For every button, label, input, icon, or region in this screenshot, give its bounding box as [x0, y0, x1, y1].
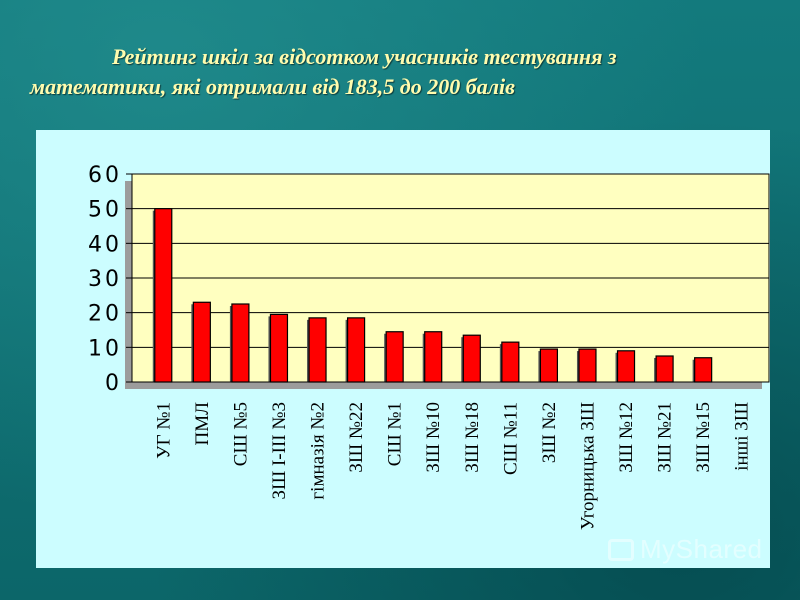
- bar: [154, 208, 173, 383]
- x-tick-label: ЗШ №21: [655, 402, 676, 473]
- bar: [385, 331, 404, 383]
- x-tick-label: ЗШ №10: [423, 402, 444, 473]
- x-tick-label: СШ №1: [385, 402, 406, 466]
- x-tick-label: інші ЗШ: [732, 402, 753, 471]
- y-tick-label: 60: [88, 163, 122, 188]
- bar: [578, 348, 597, 383]
- y-tick-label: 30: [88, 267, 122, 292]
- x-tick-label: ЗШ №18: [462, 402, 483, 473]
- x-tick-label: ЗШ №22: [346, 402, 367, 473]
- x-tick-label: Угорницька ЗШ: [577, 402, 598, 530]
- x-tick-label: СШ №5: [230, 402, 251, 466]
- bar: [655, 355, 674, 383]
- bar: [308, 317, 327, 383]
- bar: [501, 341, 520, 383]
- presentation-icon: [608, 539, 634, 561]
- x-tick-label: ЗШ №2: [539, 402, 560, 463]
- y-tick-label: 10: [88, 336, 122, 361]
- bar: [694, 357, 713, 383]
- x-tick-label: ЗШ №12: [616, 402, 637, 473]
- y-tick-label: 0: [105, 371, 122, 396]
- x-tick-label: ЗШ І-ІІІ №3: [269, 402, 290, 499]
- y-tick-label: 50: [88, 198, 122, 223]
- y-tick-label: 40: [88, 232, 122, 257]
- x-tick-label: ЗШ №15: [693, 402, 714, 473]
- watermark: MyShared: [608, 534, 763, 565]
- bar: [424, 331, 443, 383]
- title-line-2: математики, які отримали від 183,5 до 20…: [30, 74, 515, 99]
- bar: [192, 301, 211, 383]
- title-line-1: Рейтинг шкіл за відсотком учасників тест…: [112, 44, 617, 69]
- x-tick-label: СШ №11: [500, 402, 521, 475]
- bar-chart: 0 10 20 30 40 50 60 УГ №1 ПМЛ СШ №5 ЗШ І-ІІІ №3 гім…: [88, 163, 770, 530]
- x-tick-label: гімназія №2: [308, 402, 329, 500]
- slide-title: Рейтинг шкіл за відсотком учасників тест…: [30, 42, 770, 102]
- x-tick-label: УГ №1: [153, 402, 174, 459]
- bar: [346, 317, 366, 383]
- x-tick-label: ПМЛ: [192, 402, 213, 446]
- y-tick-label: 20: [88, 302, 122, 327]
- bar: [462, 334, 481, 383]
- bar: [616, 350, 636, 383]
- bar: [269, 313, 289, 383]
- bar: [231, 303, 250, 383]
- bar: [539, 348, 559, 383]
- chart-panel: 0 10 20 30 40 50 60 УГ №1 ПМЛ СШ №5 ЗШ І-ІІІ №3 гім…: [36, 130, 770, 568]
- watermark-text: MyShared: [640, 534, 763, 564]
